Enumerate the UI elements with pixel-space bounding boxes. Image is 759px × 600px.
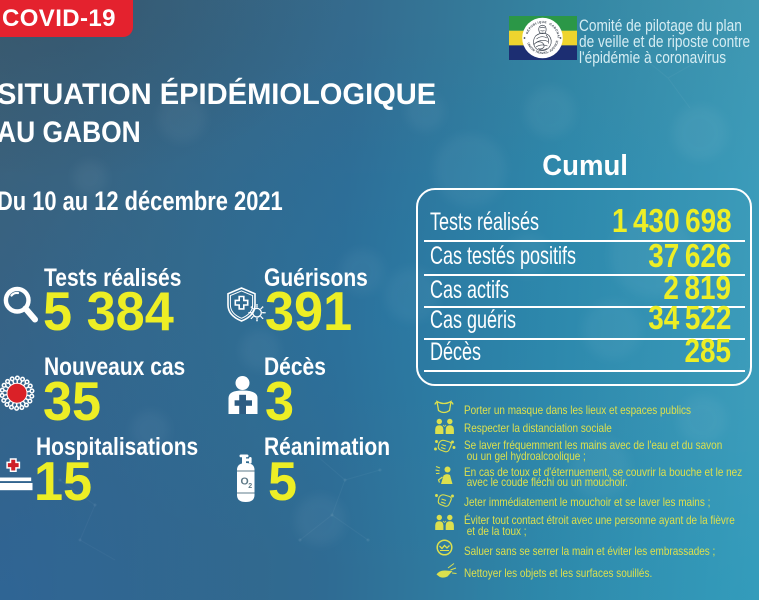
svg-text:2: 2 <box>248 483 252 490</box>
svg-text:O: O <box>241 476 249 488</box>
